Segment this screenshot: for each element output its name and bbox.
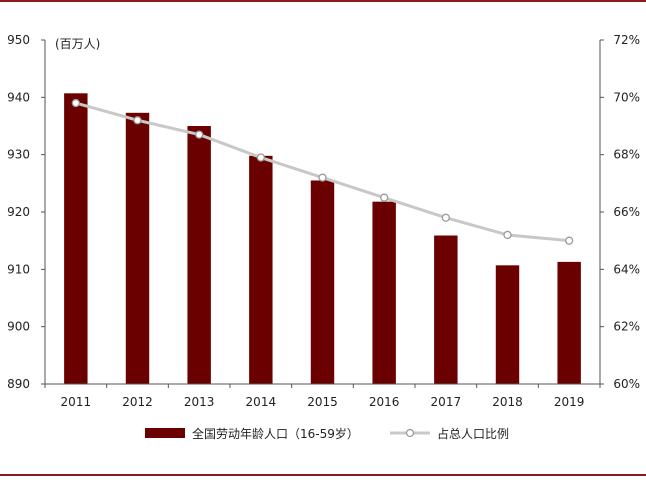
legend-bar-swatch <box>145 428 185 438</box>
bar-2015 <box>310 180 335 384</box>
unit-label: (百万人) <box>55 37 100 51</box>
left-tick-label: 940 <box>7 90 30 104</box>
legend-line-label: 占总人口比例 <box>437 426 509 441</box>
line-point-2017 <box>441 213 450 222</box>
x-tick-label: 2017 <box>431 395 462 409</box>
right-tick-label: 68% <box>613 148 640 162</box>
left-tick-label: 920 <box>7 205 30 219</box>
legend: 全国劳动年龄人口（16-59岁） 占总人口比例 <box>145 426 509 441</box>
line-point-2018 <box>503 230 512 240</box>
right-tick-label: 70% <box>613 90 640 104</box>
right-tick-label: 72% <box>613 33 640 47</box>
bar-2018 <box>495 265 520 384</box>
x-tick-label: 2012 <box>122 395 153 409</box>
right-tick-label: 60% <box>613 377 640 391</box>
right-tick-label: 64% <box>613 262 640 276</box>
x-tick-label: 2011 <box>61 395 92 409</box>
x-tick-label: 2016 <box>369 395 400 409</box>
bar-2016 <box>372 201 396 384</box>
legend-bar-label: 全国劳动年龄人口（16-59岁） <box>192 426 359 441</box>
x-tick-label: 2014 <box>246 395 277 409</box>
line-point-2016 <box>380 193 389 202</box>
bar-2014 <box>249 155 273 384</box>
line-point-2012 <box>133 116 142 125</box>
x-tick-label: 2013 <box>184 395 215 409</box>
x-axis-ticks: 2011 2012 2013 2014 2015 2016 2017 2018 2019 <box>44 384 601 409</box>
axes <box>44 40 601 385</box>
top-rule <box>0 0 646 2</box>
line-series <box>71 98 574 245</box>
left-tick-label: 950 <box>7 33 30 47</box>
legend-line-marker <box>405 428 415 438</box>
bar-2019 <box>557 261 581 384</box>
x-tick-label: 2019 <box>554 395 585 409</box>
line-point-2013 <box>195 130 204 139</box>
line-point-2015 <box>318 173 327 182</box>
line-point-2014 <box>256 153 265 162</box>
bottom-rule <box>0 474 646 476</box>
bar-2013 <box>187 126 211 384</box>
left-tick-label: 890 <box>7 377 30 391</box>
right-tick-label: 62% <box>613 320 640 334</box>
line-point-2019 <box>565 236 574 245</box>
x-tick-label: 2018 <box>492 395 523 409</box>
right-axis-ticks: 60% 62% 64% 66% 68% 70% 72% <box>600 33 640 391</box>
right-tick-label: 66% <box>613 205 640 219</box>
x-tick-label: 2015 <box>307 395 338 409</box>
bar-2012 <box>125 112 150 385</box>
left-tick-label: 910 <box>7 262 30 276</box>
left-axis-ticks: 890 900 910 920 930 940 950 <box>7 33 45 391</box>
line-point-2011 <box>71 98 80 108</box>
left-tick-label: 900 <box>7 320 30 334</box>
bar-series <box>64 93 581 385</box>
bar-2011 <box>64 93 88 384</box>
left-tick-label: 930 <box>7 148 30 162</box>
bar-2017 <box>434 235 458 384</box>
